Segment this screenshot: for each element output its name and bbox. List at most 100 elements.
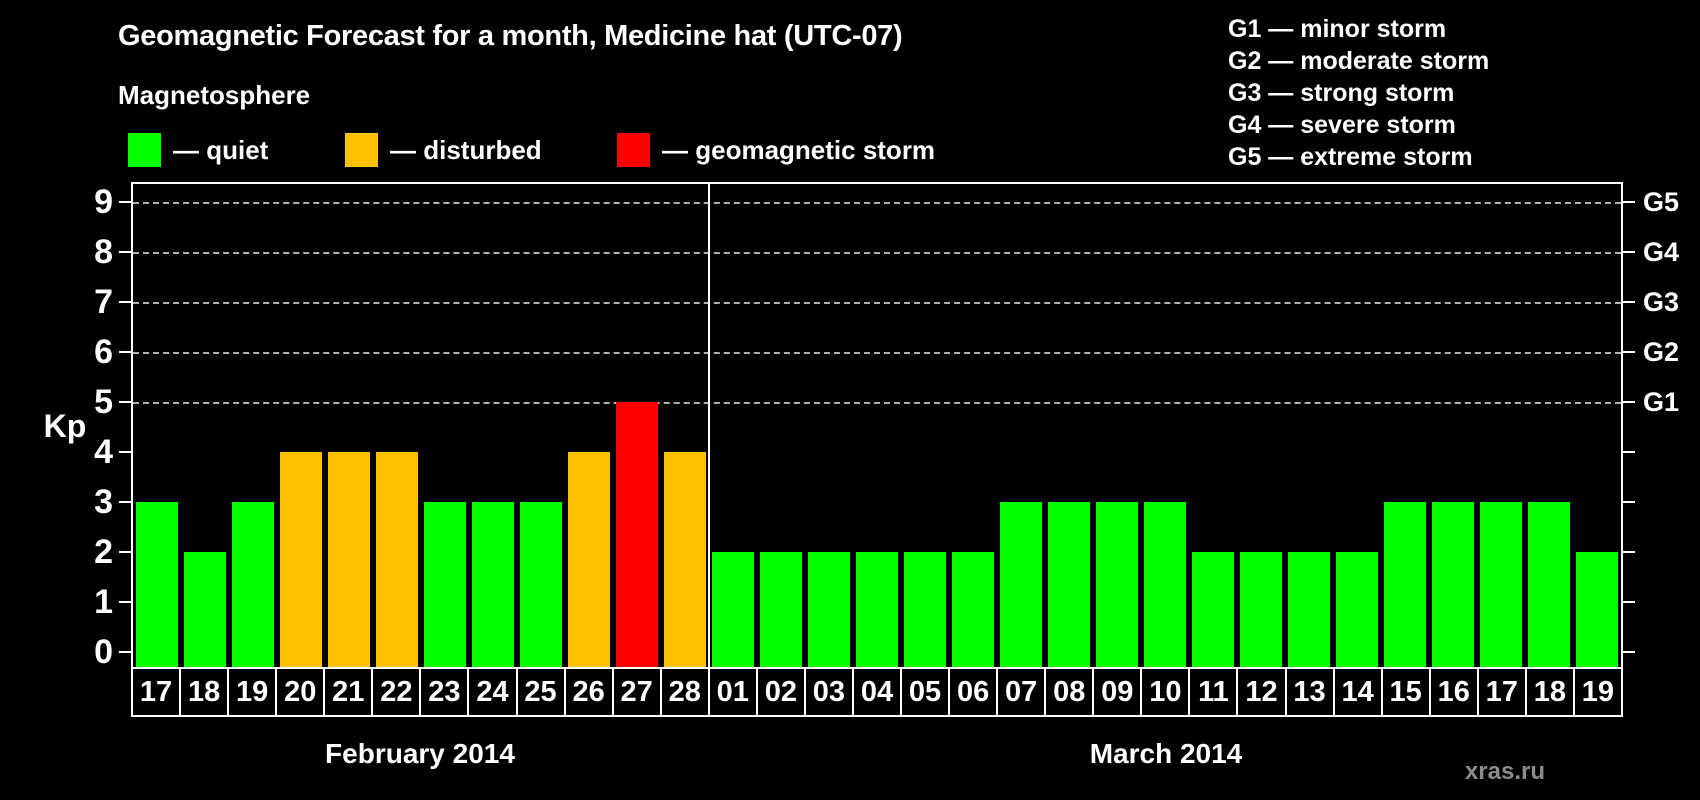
bar-march-16 [1432, 502, 1474, 667]
day-label-15: 15 [1383, 669, 1431, 715]
day-label-22: 22 [373, 669, 422, 715]
ytick-label-5: 5 [94, 383, 113, 421]
ytick-label-7: 7 [94, 283, 113, 321]
ytick-left-8 [119, 251, 131, 253]
bar-february-23 [424, 502, 466, 667]
month-label-march: March 2014 [1089, 738, 1243, 769]
ytick-label-2: 2 [94, 533, 113, 571]
day-label-05: 05 [902, 669, 951, 715]
gridline-kp9 [133, 202, 1621, 204]
bar-march-03 [808, 552, 850, 667]
g-axis-label-g5: G5 [1643, 187, 1680, 217]
bar-march-02 [760, 552, 802, 667]
bar-february-21 [328, 452, 370, 667]
storm-swatch [617, 133, 650, 167]
day-label-06: 06 [950, 669, 999, 715]
day-label-13: 13 [1287, 669, 1335, 715]
day-label-24: 24 [469, 669, 518, 715]
ytick-right-8 [1623, 251, 1635, 253]
month-label-february: February 2014 [325, 738, 515, 769]
day-label-02: 02 [758, 669, 806, 715]
day-label-19: 19 [1581, 675, 1615, 708]
bar-march-12 [1240, 552, 1282, 667]
ytick-right-0 [1623, 651, 1635, 653]
month-divider [708, 184, 710, 667]
storm-scale-g4: G4 — severe storm [1228, 111, 1456, 139]
day-label-17: 17 [133, 669, 182, 715]
ytick-left-6 [119, 351, 131, 353]
legend-item-disturbed: — disturbed [345, 132, 542, 168]
ytick-left-2 [119, 551, 131, 553]
ytick-left-3 [119, 501, 131, 503]
ytick-label-9: 9 [94, 183, 113, 221]
gridline-kp5 [133, 402, 1621, 404]
ytick-left-5 [119, 401, 131, 403]
bar-february-19 [232, 502, 274, 667]
bar-march-09 [1096, 502, 1138, 667]
storm-scale-g5: G5 — extreme storm [1228, 143, 1473, 171]
day-label-07: 07 [998, 669, 1047, 715]
chart-title: Geomagnetic Forecast for a month, Medici… [118, 20, 903, 52]
legend-item-storm: — geomagnetic storm [617, 132, 935, 168]
ytick-label-4: 4 [94, 433, 113, 471]
day-label-26: 26 [566, 669, 614, 715]
ytick-label-0: 0 [94, 633, 113, 671]
day-label-18: 18 [181, 669, 230, 715]
day-label-09: 09 [1094, 669, 1143, 715]
bar-march-04 [856, 552, 898, 667]
day-label-23: 23 [421, 669, 470, 715]
magnetosphere-label: Magnetosphere [118, 80, 311, 110]
g-axis-label-g1: G1 [1643, 387, 1680, 417]
ytick-left-9 [119, 201, 131, 203]
day-label-12: 12 [1238, 669, 1287, 715]
ytick-label-6: 6 [94, 333, 113, 371]
day-label-11: 11 [1190, 669, 1239, 715]
bar-march-11 [1192, 552, 1234, 667]
ytick-left-7 [119, 301, 131, 303]
day-label-01: 01 [710, 669, 758, 715]
day-label-27: 27 [614, 669, 662, 715]
ytick-right-2 [1623, 551, 1635, 553]
day-label-16: 16 [1431, 669, 1479, 715]
day-label-25: 25 [518, 669, 566, 715]
bar-february-20 [280, 452, 322, 667]
bar-february-24 [472, 502, 514, 667]
ytick-left-1 [119, 601, 131, 603]
bar-february-18 [184, 552, 226, 667]
storm-scale-legend: G1 — minor storm G2 — moderate storm G3 … [1228, 13, 1489, 173]
day-label-10: 10 [1142, 669, 1191, 715]
ytick-right-5 [1623, 401, 1635, 403]
day-label-19: 19 [229, 669, 278, 715]
quiet-swatch [128, 133, 161, 167]
gridline-kp8 [133, 252, 1621, 254]
ytick-label-8: 8 [94, 233, 113, 271]
bar-february-28 [664, 452, 706, 667]
day-label-17: 17 [1479, 669, 1527, 715]
storm-scale-g2: G2 — moderate storm [1228, 47, 1490, 75]
bar-march-01 [712, 552, 754, 667]
bar-march-15 [1384, 502, 1426, 667]
gridline-kp7 [133, 302, 1621, 304]
day-label-21: 21 [325, 669, 374, 715]
ytick-right-9 [1623, 201, 1635, 203]
bar-march-10 [1144, 502, 1186, 667]
day-axis-row: 17 18 19 20 21 22 23 24 25 26 27 28 01 02 03 04 05 06 07 08… [131, 667, 1623, 717]
gridline-kp6 [133, 352, 1621, 354]
watermark: xras.ru [1464, 758, 1545, 785]
legend-item-quiet: — quiet [128, 132, 268, 168]
ytick-right-3 [1623, 501, 1635, 503]
g-axis-label-g2: G2 [1643, 337, 1680, 367]
quiet-label: — quiet [173, 134, 269, 165]
storm-label: — geomagnetic storm [662, 134, 936, 165]
bar-march-13 [1288, 552, 1330, 667]
ytick-label-1: 1 [94, 583, 113, 621]
bar-march-05 [904, 552, 946, 667]
y-axis-title: Kp [43, 408, 87, 444]
ytick-right-7 [1623, 301, 1635, 303]
bar-february-26 [568, 452, 610, 667]
plot-area [131, 182, 1623, 669]
storm-scale-g3: G3 — strong storm [1228, 79, 1455, 107]
bar-march-07 [1000, 502, 1042, 667]
bar-march-19 [1576, 552, 1618, 667]
